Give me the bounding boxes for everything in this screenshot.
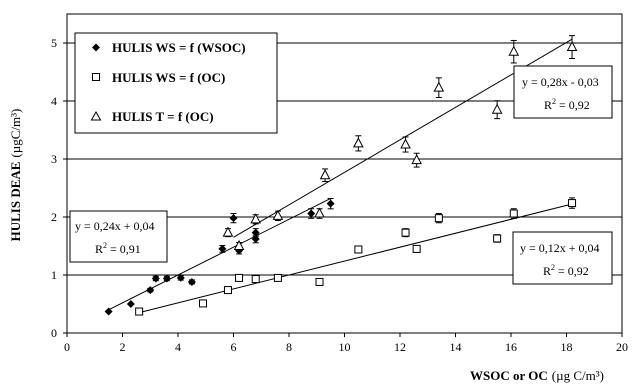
point-diamond-7 [218, 244, 227, 253]
equation-box-ws-wsoc: y = 0,24x + 0,04 R2 = 0,91 [69, 210, 168, 263]
y-ticks: 0 1 2 3 4 5 [51, 36, 67, 340]
equation-box-ws-oc: y = 0,12x + 0,04 R2 = 0,92 [512, 231, 613, 285]
point-square-13 [568, 199, 577, 208]
point-diamond-2 [146, 286, 155, 295]
point-diamond-8 [229, 214, 238, 223]
x-tick-label-4: 4 [175, 340, 181, 354]
point-triangle-8 [411, 154, 422, 165]
legend-marker-t-triangle [90, 110, 102, 121]
point-diamond-13 [326, 199, 335, 208]
x-tick-label-8: 8 [286, 340, 292, 354]
legend-marker-wsoc-diamond [92, 43, 100, 52]
point-triangle-9 [433, 81, 445, 92]
point-square-5 [273, 273, 282, 282]
x-tick-label-2: 2 [120, 340, 126, 354]
point-square-11 [493, 234, 502, 243]
data-points [104, 40, 578, 316]
equation-ws-wsoc: y = 0,24x + 0,04 [75, 219, 155, 233]
point-triangle-2 [250, 213, 262, 224]
trendline-1 [139, 203, 573, 314]
legend: HULIS WS = f (WSOC) HULIS WS = f (OC) HU… [74, 32, 278, 134]
point-triangle-1 [233, 239, 245, 250]
y-axis-title: HULIS DEAE(µgC/m³) [8, 109, 23, 242]
x-tick-label-20: 20 [616, 340, 628, 354]
y-tick-label-2: 2 [51, 210, 57, 224]
point-square-4 [251, 275, 260, 284]
y-tick-label-5: 5 [51, 36, 57, 50]
point-triangle-3 [272, 209, 284, 220]
trendline-0 [108, 197, 331, 311]
point-diamond-10 [251, 235, 260, 244]
x-tick-label-0: 0 [64, 340, 70, 354]
equation-ws-oc: y = 0,12x + 0,04 [520, 241, 600, 255]
legend-box [74, 32, 278, 134]
point-square-6 [315, 277, 324, 286]
x-tick-label-6: 6 [231, 340, 237, 354]
x-tick-label-14: 14 [450, 340, 462, 354]
x-tick-label-18: 18 [561, 340, 573, 354]
equation-box-t-oc: y = 0,28x - 0,03 R2 = 0,92 [513, 65, 613, 119]
equation-t-oc: y = 0,28x - 0,03 [522, 75, 599, 89]
y-tick-label-0: 0 [51, 326, 57, 340]
point-diamond-5 [176, 273, 185, 282]
point-square-10 [434, 214, 443, 223]
point-triangle-11 [508, 45, 520, 56]
point-square-1 [198, 299, 207, 308]
point-triangle-0 [222, 226, 234, 237]
point-triangle-5 [319, 169, 331, 180]
x-axis-title: WSOC or OC (µg C/m³) [470, 368, 604, 383]
x-ticks: 0 2 4 6 8 10 12 14 16 18 20 [64, 333, 628, 354]
legend-label-ws-wsoc: HULIS WS = f (WSOC) [112, 40, 246, 55]
point-triangle-7 [400, 138, 411, 149]
point-diamond-6 [187, 277, 196, 286]
point-square-12 [509, 209, 518, 218]
y-tick-label-3: 3 [51, 152, 57, 166]
r2-t-oc: R2 = 0,92 [544, 97, 590, 112]
point-diamond-0 [104, 307, 113, 316]
x-tick-label-10: 10 [339, 340, 351, 354]
legend-marker-oc-square [92, 73, 100, 81]
point-diamond-4 [162, 274, 171, 283]
point-square-9 [412, 244, 421, 253]
y-tick-label-1: 1 [51, 268, 57, 282]
point-triangle-10 [491, 103, 503, 114]
legend-label-ws-oc: HULIS WS = f (OC) [112, 70, 225, 85]
point-square-7 [354, 245, 363, 254]
x-tick-label-12: 12 [394, 340, 406, 354]
point-triangle-4 [314, 207, 325, 218]
point-square-2 [223, 286, 232, 295]
point-square-8 [401, 228, 410, 237]
x-tick-label-16: 16 [505, 340, 517, 354]
point-triangle-6 [353, 137, 364, 148]
point-square-0 [135, 307, 144, 316]
r2-ws-oc: R2 = 0,92 [543, 263, 589, 278]
point-diamond-12 [307, 209, 316, 218]
point-diamond-1 [126, 300, 135, 308]
point-square-3 [235, 273, 244, 282]
point-diamond-11 [251, 228, 260, 237]
point-triangle-12 [566, 40, 578, 52]
point-diamond-3 [151, 274, 160, 283]
y-tick-label-4: 4 [51, 94, 57, 108]
r2-ws-wsoc: R2 = 0,91 [95, 241, 141, 256]
legend-label-t-oc: HULIS T = f (OC) [112, 109, 214, 124]
